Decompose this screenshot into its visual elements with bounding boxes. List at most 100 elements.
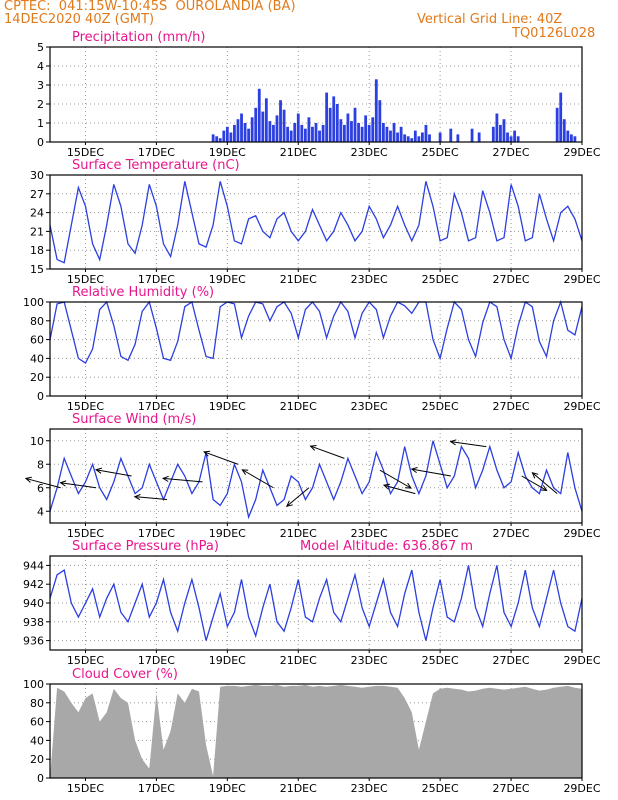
header-run-code: TQ0126L028 — [512, 26, 596, 41]
pressure-ytick-label: 944 — [23, 559, 44, 572]
wind-arrow-head — [285, 500, 293, 508]
precip-bar — [559, 92, 563, 142]
humidity-ytick-label: 0 — [37, 390, 44, 403]
pressure-xtick-label: 15DEC — [67, 654, 104, 667]
precip-bar — [243, 123, 247, 142]
precip-bar — [389, 130, 392, 142]
temp-xtick-label: 15DEC — [67, 273, 104, 286]
precip-bar — [413, 130, 417, 142]
cloud-xtick-label: 27DEC — [493, 782, 530, 795]
wind-line — [49, 440, 583, 520]
pressure-xtick-label: 29DEC — [563, 654, 600, 667]
precip-xtick-label: 17DEC — [138, 146, 175, 159]
temp-xtick-label: 21DEC — [280, 273, 317, 286]
wind-xtick-label: 17DEC — [138, 527, 175, 540]
precip-bar — [360, 126, 364, 142]
precip-bar — [332, 96, 336, 142]
cloud-xtick-label: 21DEC — [280, 782, 317, 795]
precip-ytick-label: 4 — [37, 60, 44, 73]
wind-xtick-label: 25DEC — [422, 527, 459, 540]
precip-bar — [222, 130, 226, 142]
precip-bar — [449, 128, 453, 142]
cloud-ytick-label: 60 — [30, 716, 44, 729]
temp-ytick-label: 18 — [30, 244, 44, 257]
precip-bar — [562, 119, 566, 142]
precip-bar — [296, 113, 300, 142]
precip-bar — [346, 113, 350, 142]
precip-bar — [307, 117, 311, 142]
temp-xtick-label: 23DEC — [351, 273, 388, 286]
precip-bar — [236, 119, 240, 142]
precip-bar — [268, 121, 272, 142]
precip-title: Precipitation (mm/h) — [72, 30, 205, 45]
precip-bar — [421, 132, 424, 142]
wind-arrow-head — [59, 480, 67, 487]
wind-arrow-head — [382, 483, 390, 490]
precip-xtick-label: 27DEC — [493, 146, 530, 159]
wind-arrow — [532, 472, 558, 495]
precip-bar — [335, 104, 339, 142]
wind-arrow-head — [24, 476, 32, 483]
wind-xtick-label: 15DEC — [67, 527, 104, 540]
pressure-xtick-label: 17DEC — [138, 654, 175, 667]
precip-bar — [257, 88, 261, 142]
precip-ytick-label: 2 — [37, 98, 44, 111]
precip-bar — [417, 136, 421, 142]
cloud-ytick-label: 40 — [30, 734, 44, 747]
temp-xtick-label: 29DEC — [563, 273, 600, 286]
cloud-xtick-label: 29DEC — [563, 782, 600, 795]
precip-xtick-label: 23DEC — [351, 146, 388, 159]
wind-arrow — [25, 477, 61, 489]
wind-arrow — [203, 451, 239, 465]
precip-bar — [506, 132, 509, 142]
precip-bar — [247, 128, 251, 142]
precip-bar — [342, 124, 346, 142]
temp-ytick-label: 21 — [30, 225, 44, 238]
precip-bar — [240, 113, 243, 142]
temp-xtick-label: 27DEC — [493, 273, 530, 286]
wind-arrow — [521, 475, 547, 491]
wind-arrow-head — [94, 467, 103, 474]
pressure-ytick-label: 942 — [23, 578, 44, 591]
temp-ytick-label: 27 — [30, 188, 44, 201]
temp-ytick-label: 15 — [30, 263, 44, 276]
humidity-xtick-label: 15DEC — [67, 400, 104, 413]
cloud-ytick-label: 80 — [30, 697, 44, 710]
precip-bar — [286, 126, 290, 142]
humidity-frame — [49, 301, 583, 397]
cloud-title: Cloud Cover (%) — [72, 667, 178, 682]
precip-bar — [374, 79, 378, 142]
humidity-line — [49, 299, 583, 365]
model-altitude: Model Altitude: 636.867 m — [300, 539, 473, 554]
wind-arrow-head — [133, 494, 141, 501]
precip-xtick-label: 19DEC — [209, 146, 246, 159]
precip-ytick-label: 1 — [37, 117, 44, 130]
cloud-xtick-label: 19DEC — [209, 782, 246, 795]
humidity-xtick-label: 25DEC — [422, 400, 459, 413]
cloud-xtick-label: 23DEC — [351, 782, 388, 795]
wind-ytick-label: 6 — [37, 482, 44, 495]
pressure-ytick-label: 938 — [23, 616, 44, 629]
precip-bar — [456, 134, 460, 142]
wind-arrow — [96, 469, 132, 477]
precip-bar — [293, 123, 297, 142]
humidity-ytick-label: 80 — [30, 315, 44, 328]
precip-bar — [406, 136, 410, 142]
precip-bar — [225, 126, 229, 142]
wind-arrow — [379, 469, 412, 489]
precip-bar — [495, 113, 499, 142]
pressure-title: Surface Pressure (hPa) — [72, 539, 219, 554]
precip-bar — [378, 100, 382, 142]
precip-bar — [318, 130, 321, 142]
humidity-ytick-label: 20 — [30, 371, 44, 384]
humidity-ytick-label: 100 — [23, 296, 44, 309]
precip-bar — [428, 134, 431, 142]
precip-ytick-label: 3 — [37, 79, 44, 92]
precip-bar — [272, 124, 275, 142]
humidity-ytick-label: 40 — [30, 352, 44, 365]
temp-frame — [49, 174, 583, 270]
precip-bar — [289, 130, 293, 142]
precip-ytick-label: 5 — [37, 41, 44, 54]
precip-bar — [403, 134, 407, 142]
